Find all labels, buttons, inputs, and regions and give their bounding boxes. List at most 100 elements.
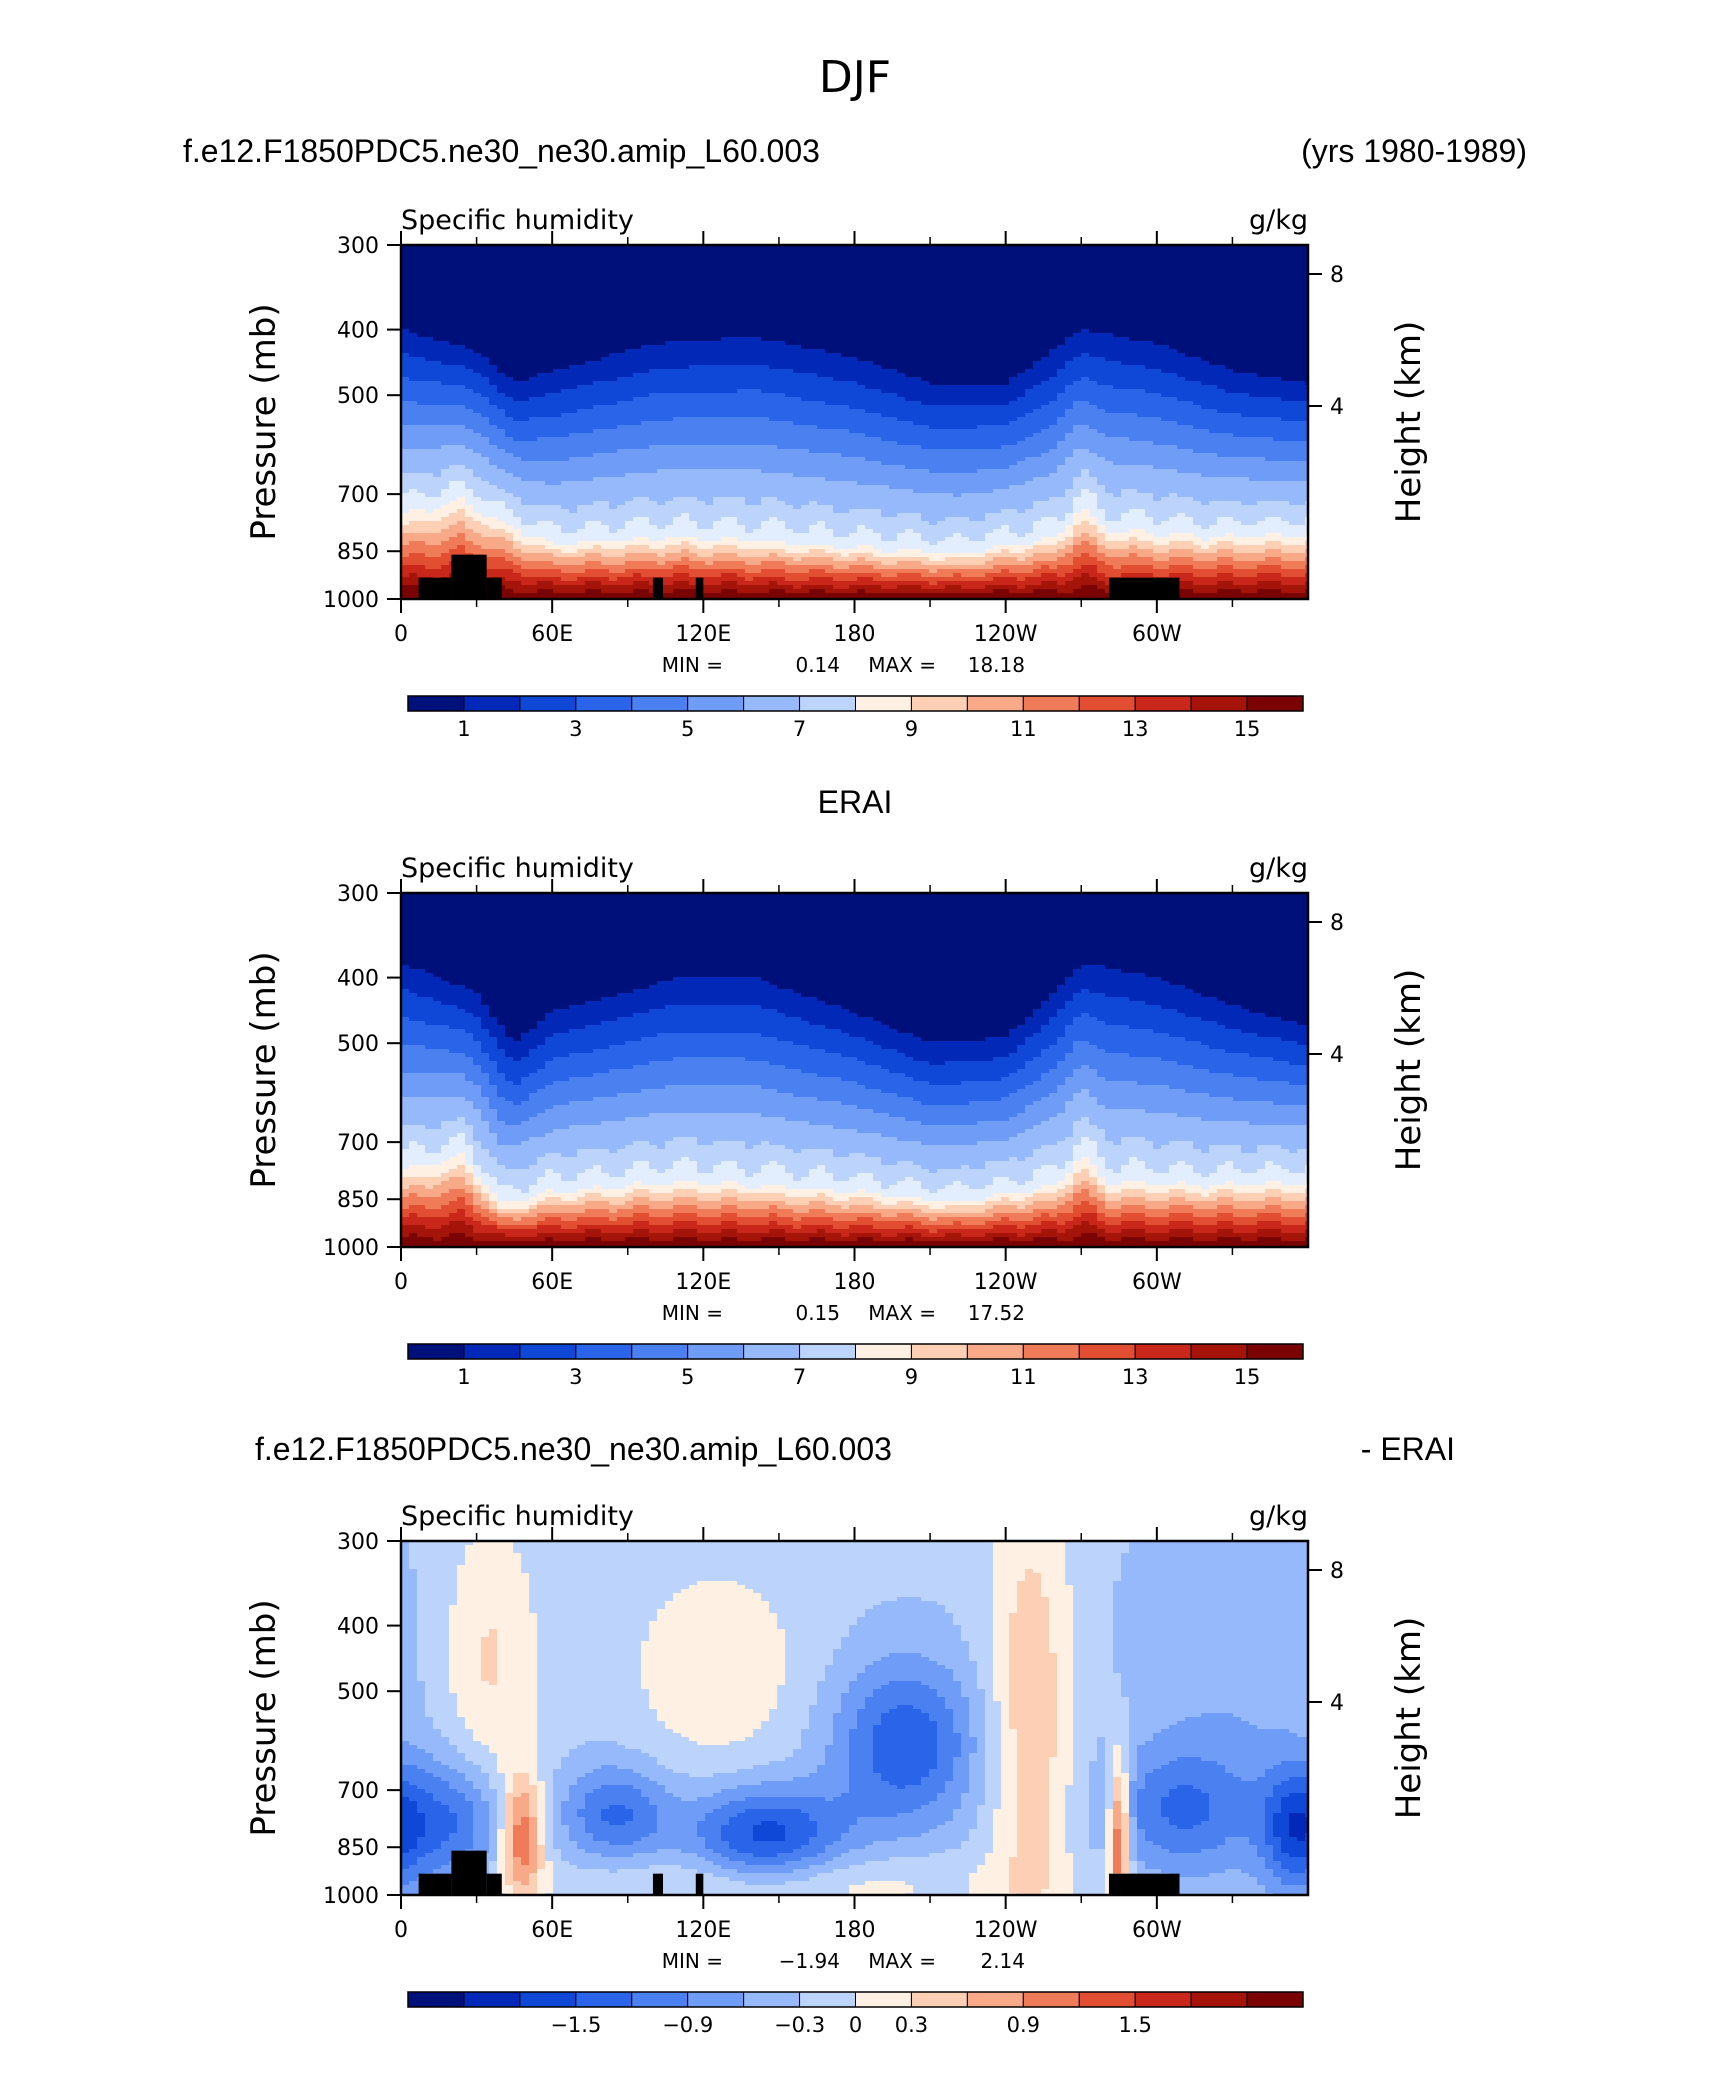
heatmap-cell <box>673 253 682 258</box>
heatmap-cell <box>633 457 642 462</box>
heatmap-cell <box>433 549 442 554</box>
heatmap-cell <box>713 469 722 474</box>
heatmap-cell <box>681 385 690 390</box>
heatmap-cell <box>761 481 770 486</box>
heatmap-cell <box>769 469 778 474</box>
heatmap-cell <box>633 281 642 286</box>
heatmap-cell <box>617 437 626 442</box>
heatmap-cell <box>521 377 530 382</box>
heatmap-cell <box>577 481 586 486</box>
heatmap-cell <box>745 521 754 526</box>
heatmap-cell <box>521 409 530 414</box>
heatmap-cell <box>497 297 506 302</box>
heatmap-cell <box>801 389 810 394</box>
heatmap-cell <box>401 409 410 414</box>
heatmap-cell <box>745 353 754 358</box>
heatmap-cell <box>537 249 546 254</box>
heatmap-cell <box>593 369 602 374</box>
heatmap-cell <box>577 561 586 566</box>
heatmap-cell <box>409 481 418 486</box>
heatmap-cell <box>441 569 450 574</box>
heatmap-cell <box>785 265 794 270</box>
heatmap-cell <box>841 465 850 470</box>
heatmap-cell <box>561 497 570 502</box>
heatmap-cell <box>825 353 834 358</box>
heatmap-cell <box>793 409 802 414</box>
heatmap-cell <box>489 573 498 578</box>
heatmap-cell <box>817 261 826 266</box>
heatmap-cell <box>729 309 738 314</box>
heatmap-cell <box>809 249 818 254</box>
heatmap-cell <box>473 325 482 330</box>
heatmap-cell <box>777 253 786 258</box>
heatmap-cell <box>841 253 850 258</box>
heatmap-cell <box>841 413 850 418</box>
heatmap-cell <box>489 421 498 426</box>
heatmap-cell <box>721 553 730 558</box>
heatmap-cell <box>809 449 818 454</box>
heatmap-cell <box>673 365 682 370</box>
heatmap-cell <box>561 269 570 274</box>
heatmap-cell <box>729 501 738 506</box>
heatmap-cell <box>457 473 466 478</box>
heatmap-cell <box>793 357 802 362</box>
heatmap-cell <box>777 469 786 474</box>
heatmap-cell <box>681 325 690 330</box>
heatmap-cell <box>761 549 770 554</box>
heatmap-cell <box>825 565 834 570</box>
heatmap-cell <box>705 537 714 542</box>
heatmap-cell <box>641 505 650 510</box>
heatmap-cell <box>721 565 730 570</box>
heatmap-cell <box>641 593 650 598</box>
heatmap-cell <box>761 381 770 386</box>
heatmap-cell <box>497 385 506 390</box>
heatmap-cell <box>433 493 442 498</box>
heatmap-cell <box>817 585 826 590</box>
heatmap-cell <box>449 413 458 418</box>
heatmap-cell <box>729 457 738 462</box>
heatmap-cell <box>777 333 786 338</box>
heatmap-cell <box>809 277 818 282</box>
heatmap-cell <box>441 425 450 430</box>
heatmap-cell <box>841 553 850 558</box>
heatmap-cell <box>617 285 626 290</box>
heatmap-cell <box>705 497 714 502</box>
heatmap-cell <box>721 593 730 598</box>
heatmap-cell <box>817 553 826 558</box>
heatmap-cell <box>481 393 490 398</box>
heatmap-cell <box>545 521 554 526</box>
heatmap-cell <box>633 469 642 474</box>
heatmap-cell <box>553 477 562 482</box>
heatmap-cell <box>713 397 722 402</box>
heatmap-cell <box>777 593 786 598</box>
heatmap-cell <box>601 481 610 486</box>
heatmap-cell <box>505 313 514 318</box>
heatmap-cell <box>433 337 442 342</box>
heatmap-cell <box>777 445 786 450</box>
heatmap-cell <box>713 313 722 318</box>
heatmap-cell <box>825 393 834 398</box>
heatmap-cell <box>657 269 666 274</box>
heatmap-cell <box>401 417 410 422</box>
heatmap-cell <box>553 473 562 478</box>
heatmap-cell <box>537 469 546 474</box>
heatmap-cell <box>753 369 762 374</box>
heatmap-cell <box>657 281 666 286</box>
heatmap-cell <box>737 589 746 594</box>
heatmap-cell <box>561 473 570 478</box>
heatmap-cell <box>785 277 794 282</box>
heatmap-cell <box>681 593 690 598</box>
heatmap-cell <box>729 333 738 338</box>
heatmap-cell <box>521 401 530 406</box>
heatmap-cell <box>625 417 634 422</box>
heatmap-cell <box>833 437 842 442</box>
heatmap-cell <box>833 321 842 326</box>
heatmap-cell <box>721 325 730 330</box>
heatmap-cell <box>713 493 722 498</box>
heatmap-cell <box>417 377 426 382</box>
heatmap-cell <box>425 285 434 290</box>
heatmap-cell <box>441 401 450 406</box>
heatmap-cell <box>689 393 698 398</box>
heatmap-cell <box>649 397 658 402</box>
heatmap-cell <box>601 265 610 270</box>
